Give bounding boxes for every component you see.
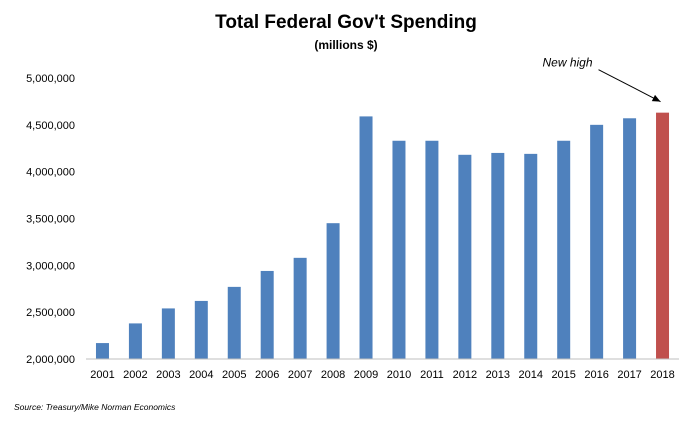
y-tick-label: 4,000,000 <box>26 167 75 179</box>
bar-group <box>95 112 670 359</box>
x-tick-label: 2015 <box>551 369 575 381</box>
x-tick-label: 2016 <box>584 369 608 381</box>
bar-2001 <box>95 343 109 359</box>
x-tick-label: 2018 <box>650 369 674 381</box>
bar-2006 <box>260 270 274 359</box>
annotation-label: New high <box>543 56 593 70</box>
bar-2012 <box>458 154 472 359</box>
bar-2018 <box>656 112 670 359</box>
y-tick-label: 3,000,000 <box>26 260 75 272</box>
y-tick-label: 2,000,000 <box>26 354 75 366</box>
y-tick-label: 5,000,000 <box>26 73 75 85</box>
x-axis: 2001 2002 2003 2004 2005 2006 2007 2008 2009 2010… <box>90 369 675 381</box>
bar-2015 <box>557 140 571 359</box>
bar-2003 <box>161 308 175 359</box>
bar-2017 <box>623 118 637 359</box>
x-tick-label: 2009 <box>354 369 378 381</box>
x-tick-label: 2013 <box>486 369 510 381</box>
bar-2005 <box>227 286 241 359</box>
x-tick-label: 2012 <box>453 369 477 381</box>
x-tick-label: 2001 <box>90 369 114 381</box>
x-tick-label: 2004 <box>189 369 213 381</box>
x-tick-label: 2014 <box>519 369 543 381</box>
bar-2007 <box>293 257 307 359</box>
y-axis: 2,000,000 2,500,000 3,000,000 3,500,000 4,00… <box>26 73 75 366</box>
x-tick-label: 2011 <box>420 369 444 381</box>
bar-2013 <box>491 152 505 359</box>
x-tick-label: 2010 <box>387 369 411 381</box>
y-tick-label: 2,500,000 <box>26 307 75 319</box>
annotation: New high <box>543 56 661 103</box>
chart-subtitle: (millions $) <box>314 38 377 52</box>
x-tick-label: 2007 <box>288 369 312 381</box>
x-tick-label: 2008 <box>321 369 345 381</box>
bar-2008 <box>326 223 340 359</box>
chart-title: Total Federal Gov't Spending <box>215 12 477 33</box>
annotation-arrowhead <box>651 94 661 102</box>
source-note: Source: Treasury/Mike Norman Economics <box>14 402 176 412</box>
x-tick-label: 2017 <box>617 369 641 381</box>
x-tick-label: 2005 <box>222 369 246 381</box>
bar-2009 <box>359 116 373 359</box>
bar-2011 <box>425 140 439 359</box>
bar-2004 <box>194 300 208 359</box>
x-tick-label: 2003 <box>156 369 180 381</box>
annotation-arrow <box>598 69 661 103</box>
bar-2010 <box>392 140 406 359</box>
x-tick-label: 2006 <box>255 369 279 381</box>
bar-2016 <box>590 124 604 359</box>
bar-2014 <box>524 153 538 359</box>
x-tick-label: 2002 <box>123 369 147 381</box>
bar-2002 <box>128 323 142 359</box>
y-tick-label: 4,500,000 <box>26 120 75 132</box>
y-tick-label: 3,500,000 <box>26 214 75 226</box>
